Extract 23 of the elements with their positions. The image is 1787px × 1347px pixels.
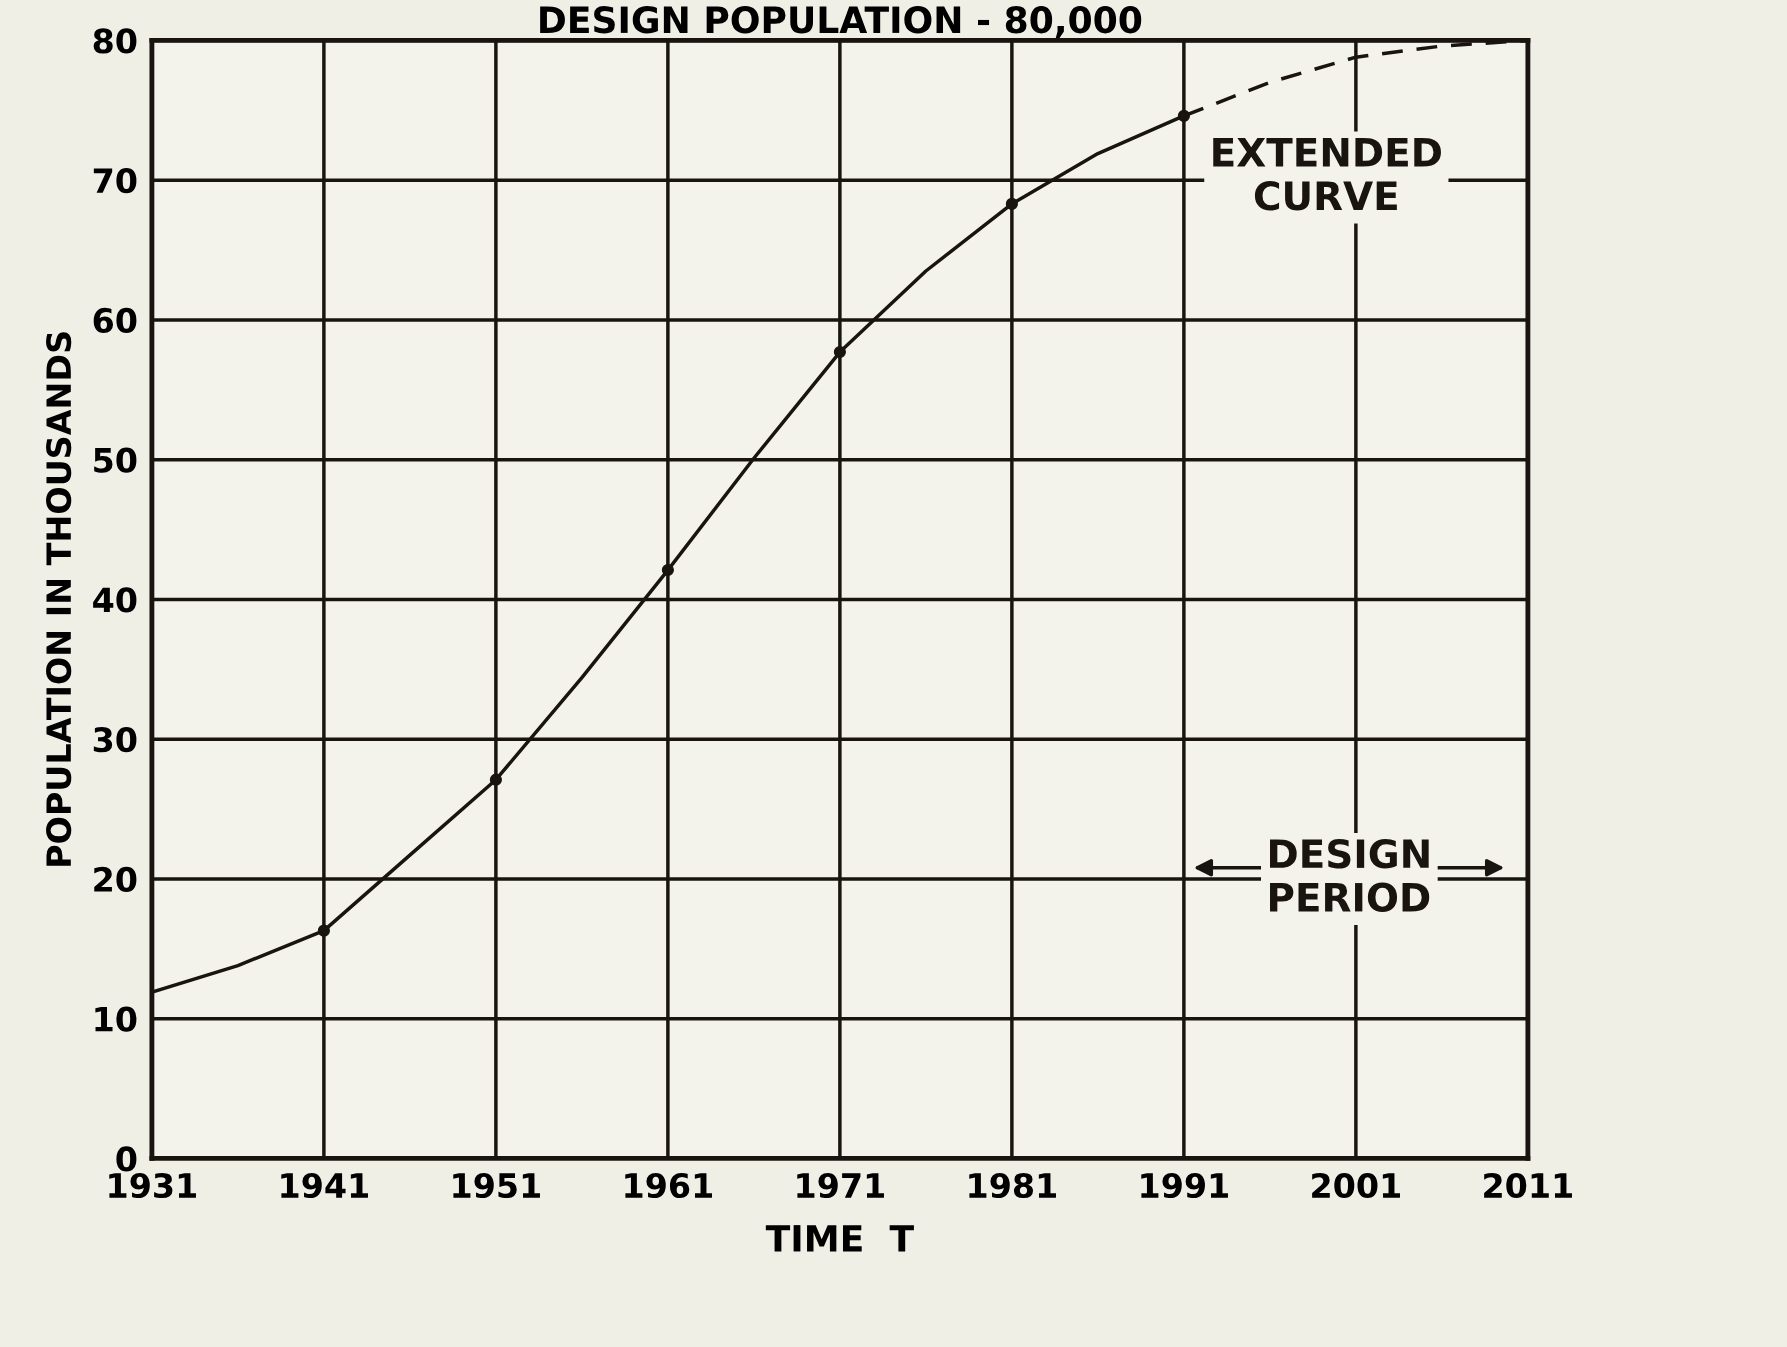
x-tick-label: 2001 [1312, 1172, 1400, 1199]
x-tick-label: 1941 [281, 1172, 368, 1199]
y-tick-label: 70 [93, 168, 137, 194]
y-tick-label: 40 [93, 587, 137, 613]
y-tick-label: 60 [93, 307, 137, 334]
chart-title: DESIGN POPULATION - 80,000 [540, 6, 1142, 39]
x-tick-label: 1991 [1141, 1172, 1228, 1199]
x-tick-label: 1981 [969, 1172, 1056, 1199]
annotation: EXTENDED CURVE [1213, 138, 1441, 211]
x-tick-label: 1951 [453, 1172, 540, 1199]
x-tick-label: 1971 [797, 1172, 884, 1199]
y-tick-label: 80 [93, 28, 137, 54]
y-axis-title: POPULATION IN THOUSANDS [46, 332, 72, 866]
x-tick-label: 1961 [625, 1172, 712, 1199]
y-tick-label: 50 [94, 447, 137, 473]
x-axis-title: TIME T [765, 1225, 914, 1252]
x-tick-label: 1931 [109, 1172, 196, 1199]
y-tick-label: 20 [94, 866, 137, 893]
y-tick-label: 0 [116, 1146, 137, 1172]
y-tick-label: 30 [93, 727, 137, 753]
annotation: DESIGN PERIOD [1270, 839, 1430, 912]
x-tick-label: 2011 [1484, 1172, 1572, 1199]
y-tick-label: 10 [95, 1006, 137, 1032]
